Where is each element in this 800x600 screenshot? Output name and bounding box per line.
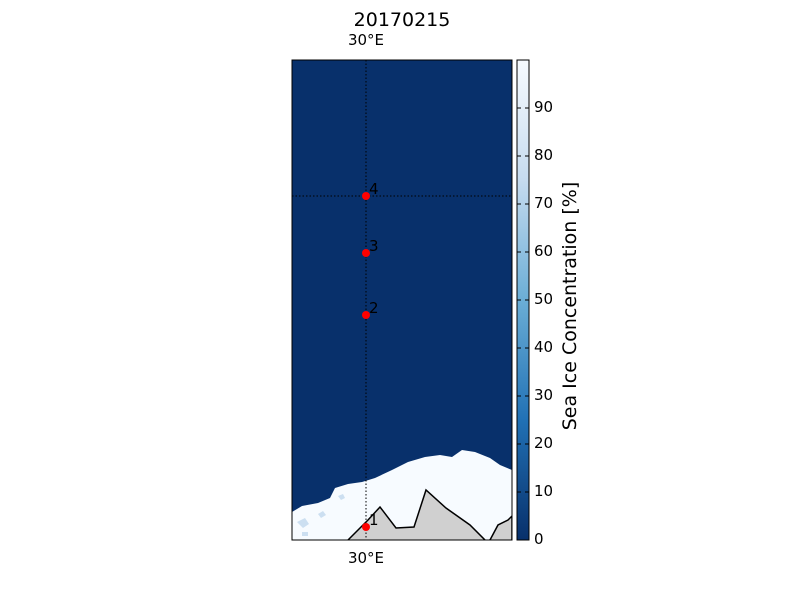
station-label-3: 3 — [369, 237, 379, 255]
colorbar-tick-label: 70 — [534, 194, 553, 212]
colorbar-tick-label: 10 — [534, 482, 553, 500]
colorbar-tick-label: 80 — [534, 146, 553, 164]
colorbar-tick-label: 60 — [534, 242, 553, 260]
colorbar-tick-label: 40 — [534, 338, 553, 356]
colorbar-label: Sea Ice Concentration [%] — [559, 182, 581, 431]
colorbar-tick-label: 0 — [534, 530, 544, 548]
colorbar-tick-label: 50 — [534, 290, 553, 308]
station-label-2: 2 — [369, 299, 379, 317]
station-label-1: 1 — [369, 511, 379, 529]
colorbar-tick-label: 30 — [534, 386, 553, 404]
colorbar-tick-label: 90 — [534, 98, 553, 116]
colorbar-tick-label: 20 — [534, 434, 553, 452]
station-label-4: 4 — [369, 180, 379, 198]
